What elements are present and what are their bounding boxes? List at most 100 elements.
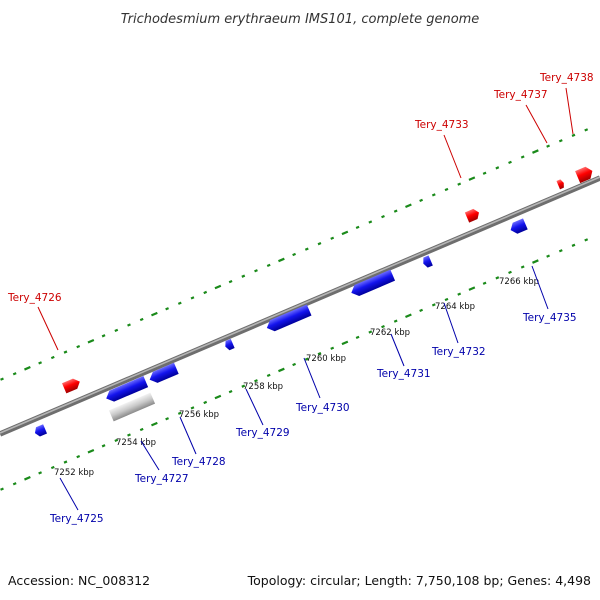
gene-tery-4737[interactable] <box>556 179 565 190</box>
minor-tick <box>12 372 17 376</box>
minor-tick <box>203 400 208 405</box>
gene-tery-4738[interactable] <box>575 165 595 184</box>
gene-tery-4730[interactable] <box>264 304 312 333</box>
minor-tick <box>254 379 258 383</box>
map-title: Trichodesmium erythraeum IMS101, complet… <box>121 12 480 27</box>
minor-tick <box>368 220 373 224</box>
minor-tick <box>76 454 81 459</box>
minor-tick <box>317 242 322 246</box>
minor-tick <box>114 438 119 443</box>
minor-tick <box>558 139 563 143</box>
minor-tick <box>546 254 551 258</box>
gene-label-tery-4731[interactable]: Tery_4731 <box>376 368 431 380</box>
genome-summary: Topology: circular; Length: 7,750,108 bp… <box>247 573 591 588</box>
major-tick <box>468 286 476 291</box>
minor-tick <box>304 247 309 251</box>
minor-tick <box>330 236 335 240</box>
major-tick <box>24 366 31 371</box>
gene-tery-4728[interactable] <box>147 362 179 385</box>
minor-tick <box>520 265 525 269</box>
major-tick <box>214 394 222 400</box>
gene-label-tery-4726[interactable]: Tery_4726 <box>7 292 62 304</box>
reverse-gene-labels: Tery_4725 Tery_4727 Tery_4728 Tery_4729 … <box>49 265 577 525</box>
minor-tick <box>0 487 4 491</box>
gene-tery-4733[interactable] <box>464 207 481 223</box>
minor-tick <box>101 444 106 448</box>
gene-label-tery-4733[interactable]: Tery_4733 <box>414 119 469 131</box>
gene-label-tery-4725[interactable]: Tery_4725 <box>49 513 104 525</box>
minor-tick <box>368 330 373 334</box>
major-tick <box>405 203 412 209</box>
minor-tick <box>101 334 106 338</box>
gene-tery-4726[interactable] <box>62 377 82 394</box>
major-tick <box>87 448 95 454</box>
other-feature[interactable] <box>108 392 156 422</box>
major-tick <box>532 259 539 264</box>
minor-tick <box>558 249 563 253</box>
minor-tick <box>419 308 424 312</box>
gene-tery-4729[interactable] <box>223 338 235 351</box>
minor-tick <box>50 355 55 360</box>
gene-label-tery-4737[interactable]: Tery_4737 <box>493 89 548 101</box>
accession-text: Accession: NC_008312 <box>8 573 150 588</box>
minor-tick <box>241 274 246 278</box>
gene-tery-4731[interactable] <box>349 269 396 299</box>
minor-tick <box>444 187 449 192</box>
gene-label-tery-4729[interactable]: Tery_4729 <box>235 427 290 439</box>
kbp-label: 7266 kbp <box>499 277 539 287</box>
minor-tick <box>266 373 271 377</box>
gene-tery-4725[interactable] <box>33 424 48 438</box>
minor-tick <box>76 344 81 349</box>
minor-tick <box>190 406 195 410</box>
major-tick <box>341 230 349 236</box>
minor-tick <box>457 292 462 296</box>
gene-tery-4732[interactable] <box>421 255 433 268</box>
minor-tick <box>431 303 436 307</box>
minor-tick <box>228 389 233 394</box>
gene-label-tery-4727[interactable]: Tery_4727 <box>134 473 189 485</box>
gene-label-tery-4732[interactable]: Tery_4732 <box>431 346 486 358</box>
minor-tick <box>203 290 208 295</box>
major-tick <box>151 311 158 317</box>
kbp-label: 7264 kbp <box>435 302 475 312</box>
gene-label-tery-4735[interactable]: Tery_4735 <box>522 312 577 324</box>
minor-tick <box>228 279 233 284</box>
gene-label-tery-4728[interactable]: Tery_4728 <box>171 456 226 468</box>
minor-tick <box>482 171 487 175</box>
minor-tick <box>317 352 322 356</box>
major-tick <box>405 313 412 319</box>
major-tick <box>151 421 158 427</box>
minor-tick <box>520 155 525 159</box>
major-tick <box>278 367 285 373</box>
kbp-label: 7252 kbp <box>54 468 94 478</box>
minor-tick <box>330 346 335 350</box>
major-tick <box>214 284 222 290</box>
minor-tick <box>546 144 551 148</box>
minor-tick <box>266 263 271 267</box>
major-tick <box>341 340 349 346</box>
minor-tick <box>63 350 68 354</box>
minor-tick <box>127 323 131 327</box>
gene-label-tery-4738[interactable]: Tery_4738 <box>539 72 594 84</box>
minor-tick <box>177 301 182 305</box>
forward-tick-track <box>0 128 589 381</box>
gene-tery-4727[interactable] <box>104 376 149 404</box>
minor-tick <box>495 166 500 170</box>
minor-tick <box>457 182 462 186</box>
major-tick <box>532 149 539 154</box>
gene-tery-4735[interactable] <box>508 218 528 235</box>
major-tick <box>468 176 476 181</box>
minor-tick <box>177 411 182 415</box>
minor-tick <box>355 335 360 340</box>
minor-tick <box>571 133 576 137</box>
minor-tick <box>165 307 170 311</box>
minor-tick <box>63 460 68 464</box>
kbp-label: 7258 kbp <box>243 382 283 392</box>
kbp-label: 7256 kbp <box>179 410 219 420</box>
genome-backbone <box>0 175 600 437</box>
minor-tick <box>38 361 43 365</box>
major-tick <box>24 476 31 481</box>
minor-tick <box>127 433 131 437</box>
gene-label-tery-4730[interactable]: Tery_4730 <box>295 402 350 414</box>
